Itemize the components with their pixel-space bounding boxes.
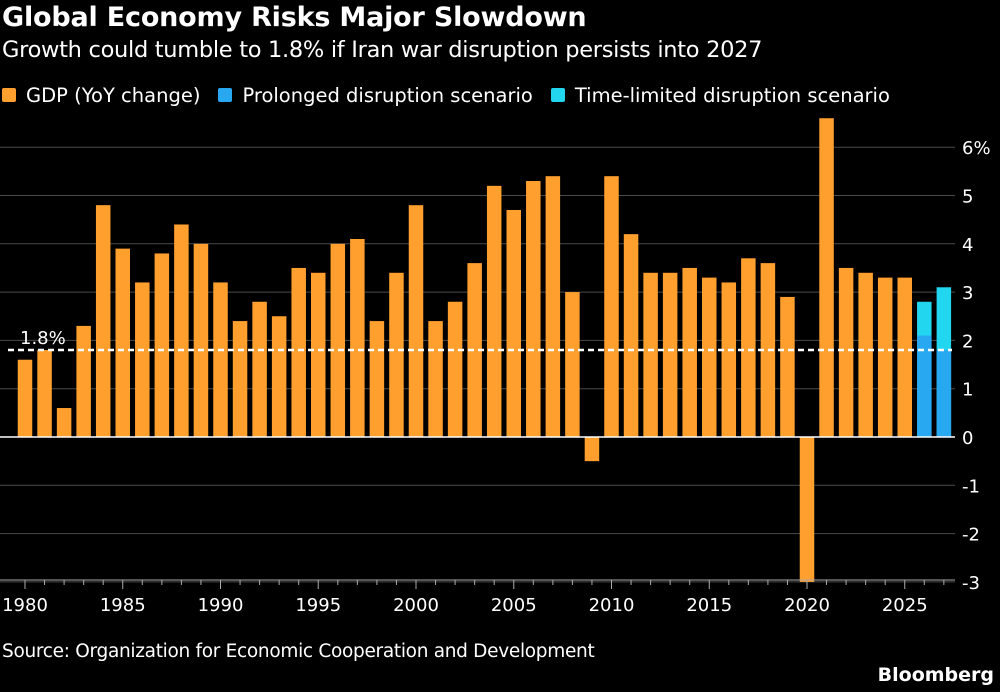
bar-gdp-2024	[877, 277, 893, 437]
x-tick-label: 1995	[295, 595, 341, 616]
bar-gdp-2014	[682, 267, 697, 437]
bar-gdp-2000	[408, 205, 424, 437]
y-tick-label: 4	[962, 235, 973, 256]
bar-gdp-1993	[271, 316, 287, 437]
bar-gdp-2003	[467, 263, 482, 437]
bar-gdp-1992	[252, 301, 267, 437]
bar-gdp-1988	[174, 224, 189, 437]
bar-gdp-1997	[350, 238, 365, 437]
bar-gdp-2015	[702, 277, 717, 437]
bar-gdp-2001	[428, 321, 443, 437]
bar-gdp-2013	[662, 272, 678, 437]
bar-gdp-1991	[232, 321, 248, 437]
bar-gdp-1994	[291, 267, 306, 437]
bar-gdp-1989	[193, 243, 209, 437]
bar-gdp-2005	[506, 209, 521, 437]
overlay-layer: 1.8%	[0, 328, 955, 438]
bar-gdp-1984	[95, 205, 111, 437]
chart-subtitle: Growth could tumble to 1.8% if Iran war …	[2, 37, 763, 63]
bloomberg-logo: Bloomberg	[877, 664, 994, 686]
chart-legend: GDP (YoY change) Prolonged disruption sc…	[2, 82, 908, 108]
bar-prolonged-2027	[936, 350, 952, 437]
legend-label-prolonged: Prolonged disruption scenario	[242, 83, 533, 107]
bar-gdp-1996	[330, 243, 346, 437]
chart-title: Global Economy Risks Major Slowdown	[2, 2, 587, 33]
bar-layer	[17, 118, 952, 582]
bar-gdp-1983	[76, 325, 91, 437]
legend-item-gdp: GDP (YoY change)	[2, 84, 200, 107]
bar-gdp-1981	[37, 350, 52, 437]
bar-gdp-2010	[604, 176, 619, 437]
legend-item-prolonged: Prolonged disruption scenario	[218, 83, 533, 107]
bar-gdp-2011	[623, 234, 639, 437]
legend-item-time-limited: Time-limited disruption scenario	[550, 83, 890, 107]
bar-gdp-1995	[311, 272, 326, 437]
bar-gdp-2017	[741, 258, 756, 437]
x-tick-label: 2015	[686, 595, 732, 616]
x-tick-label: 2010	[589, 595, 635, 616]
y-tick-label: 3	[962, 283, 973, 304]
bar-gdp-2002	[447, 301, 463, 437]
bar-gdp-1999	[389, 272, 404, 437]
bar-gdp-1986	[135, 282, 150, 437]
legend-swatch-prolonged	[218, 88, 233, 102]
x-tick-label: 2005	[491, 595, 537, 616]
bar-gdp-1985	[115, 248, 130, 437]
bar-gdp-1982	[56, 408, 72, 437]
bar-gdp-2022	[838, 267, 854, 437]
bar-gdp-1990	[213, 282, 228, 437]
x-tick-label: 1985	[100, 595, 146, 616]
bar-gdp-2008	[565, 292, 580, 437]
bar-gdp-2021	[819, 118, 834, 437]
y-tick-label: 5	[962, 187, 973, 208]
legend-label-time-limited: Time-limited disruption scenario	[574, 83, 890, 107]
x-tick-label: 2025	[882, 595, 928, 616]
y-tick-label: -3	[962, 573, 980, 594]
legend-swatch-time-limited	[550, 88, 565, 102]
bar-gdp-2016	[721, 282, 737, 437]
bar-gdp-2006	[526, 181, 541, 437]
y-tick-label: -2	[962, 525, 980, 546]
bar-gdp-2009	[584, 437, 600, 462]
bar-gdp-2004	[486, 185, 502, 437]
tick-layer: 6% 5 4 3 2 1 0 -1 -2 -3 1980 1985 1990 1995 2000 2005 20…	[0, 138, 991, 616]
y-tick-label: 1	[962, 380, 973, 401]
bar-gdp-2007	[545, 176, 561, 437]
bar-gdp-1998	[369, 321, 385, 437]
x-tick-label: 1980	[2, 595, 48, 616]
bar-gdp-2023	[858, 272, 873, 437]
y-tick-label: 0	[962, 428, 973, 449]
y-tick-label: 6%	[962, 138, 991, 159]
bar-gdp-2020	[799, 437, 815, 582]
legend-label-gdp: GDP (YoY change)	[26, 83, 201, 107]
bar-gdp-1987	[154, 253, 170, 437]
bar-gdp-2019	[780, 296, 795, 437]
x-tick-label: 2020	[784, 595, 830, 616]
legend-swatch-gdp	[2, 88, 16, 102]
reference-line-label: 1.8%	[20, 328, 66, 349]
source-note: Source: Organization for Economic Cooper…	[2, 641, 595, 662]
y-tick-label: -1	[962, 476, 980, 497]
bar-prolonged-2026	[917, 335, 932, 437]
bar-gdp-2012	[643, 272, 658, 437]
bar-gdp-2018	[760, 263, 776, 437]
x-tick-label: 2000	[393, 595, 439, 616]
y-tick-label: 2	[962, 331, 973, 352]
bar-gdp-1980	[17, 359, 33, 437]
x-tick-label: 1990	[198, 595, 244, 616]
bar-gdp-2025	[897, 277, 912, 437]
